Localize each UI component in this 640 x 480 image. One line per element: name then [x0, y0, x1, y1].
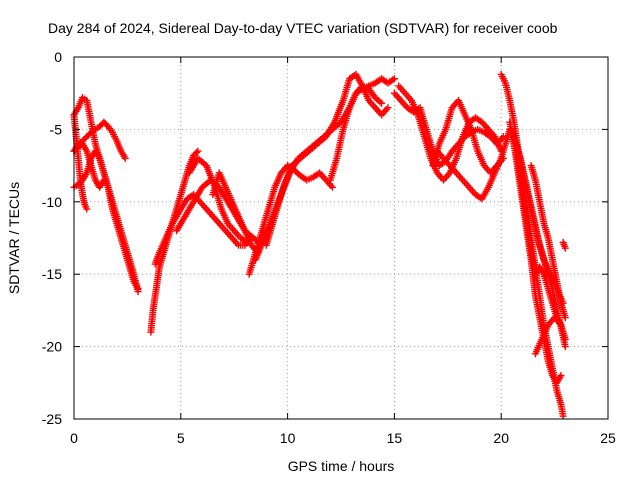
series-track-13	[262, 70, 392, 249]
data-point	[83, 205, 91, 213]
series-track-14	[326, 75, 398, 184]
y-tick-label: -10	[42, 194, 62, 210]
data-point	[561, 244, 569, 252]
chart-title: Day 284 of 2024, Sidereal Day-to-day VTE…	[48, 20, 558, 36]
x-tick-label: 15	[387, 430, 403, 446]
data-point	[561, 343, 569, 351]
y-tick-label: -5	[50, 121, 63, 137]
series-track-26	[559, 238, 569, 252]
series-track-18	[433, 147, 505, 203]
data-point	[121, 154, 129, 162]
data-point	[376, 98, 384, 106]
series-track-25	[527, 162, 569, 322]
data-point	[499, 133, 507, 141]
data-point	[557, 321, 565, 329]
series-track-9	[185, 154, 251, 246]
series-track-3	[70, 147, 142, 296]
data-point	[328, 183, 336, 191]
data-point	[192, 149, 200, 157]
data-point	[314, 170, 322, 178]
y-tick-label: -25	[42, 411, 62, 427]
x-tick-label: 10	[280, 430, 296, 446]
series-track-5	[70, 140, 108, 191]
plot-frame	[73, 56, 609, 420]
data-point	[378, 99, 386, 107]
data-point	[357, 86, 365, 94]
data-point	[559, 412, 567, 420]
data-point	[73, 144, 81, 152]
x-tick-label: 0	[70, 430, 78, 446]
x-tick-label: 20	[493, 430, 509, 446]
data-point	[134, 288, 142, 296]
series-track-7	[151, 191, 255, 268]
data-point	[389, 76, 397, 84]
y-tick-label: -15	[42, 266, 62, 282]
series-track-10	[209, 169, 262, 256]
axis-ticks	[73, 56, 609, 420]
tick-labels: 0 5 10 15 20 25 0 -5 -10 -15 -20 -25	[42, 49, 616, 446]
series-track-6	[147, 147, 202, 336]
data-point	[188, 192, 196, 200]
data-point	[384, 104, 392, 112]
x-axis-title: GPS time / hours	[288, 458, 395, 474]
series-track-16	[395, 82, 505, 184]
data-point	[194, 147, 202, 155]
grid-layer	[74, 57, 608, 419]
data-point	[557, 372, 565, 380]
x-tick-label: 5	[177, 430, 185, 446]
y-axis-title: SDTVAR / TECUs	[6, 182, 22, 294]
y-tick-label: 0	[54, 49, 62, 65]
y-tick-label: -20	[42, 339, 62, 355]
x-tick-label: 25	[600, 430, 616, 446]
data-point	[100, 176, 108, 184]
data-points	[70, 70, 569, 420]
data-point	[86, 130, 94, 138]
series-track-24	[531, 314, 565, 358]
data-point	[390, 75, 398, 83]
data-point	[561, 314, 569, 322]
